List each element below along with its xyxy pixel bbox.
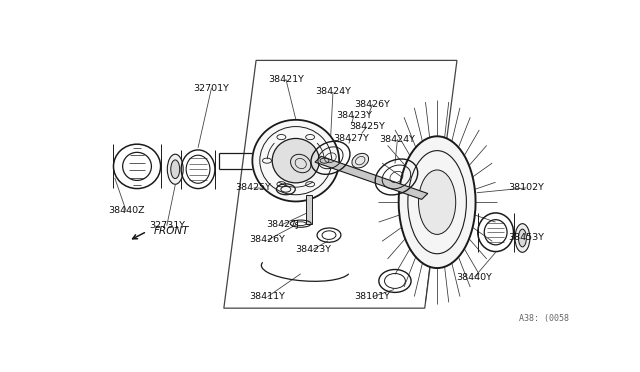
Text: 38423Y: 38423Y — [336, 111, 372, 120]
Ellipse shape — [167, 154, 183, 184]
Text: 38425Y: 38425Y — [349, 122, 385, 131]
Text: 38427J: 38427J — [266, 220, 299, 229]
Text: 38426Y: 38426Y — [250, 235, 285, 244]
Text: 38101Y: 38101Y — [355, 292, 390, 301]
Text: 38421Y: 38421Y — [268, 74, 304, 83]
Text: 38440Y: 38440Y — [456, 273, 492, 282]
Text: 38427Y: 38427Y — [333, 134, 369, 143]
Text: 38102Y: 38102Y — [508, 183, 545, 192]
Ellipse shape — [515, 224, 530, 252]
Text: 38424Y: 38424Y — [315, 87, 351, 96]
Polygon shape — [315, 156, 428, 199]
Text: 38426Y: 38426Y — [355, 100, 390, 109]
Ellipse shape — [399, 136, 476, 268]
Text: 38440Z: 38440Z — [108, 206, 145, 215]
Text: 32701Y: 32701Y — [193, 84, 229, 93]
Text: FRONT: FRONT — [154, 227, 189, 236]
Ellipse shape — [352, 153, 369, 168]
Ellipse shape — [252, 120, 339, 202]
Ellipse shape — [171, 160, 180, 179]
Text: 38411Y: 38411Y — [250, 292, 285, 301]
Ellipse shape — [408, 151, 467, 254]
Ellipse shape — [419, 170, 456, 234]
Text: 38424Y: 38424Y — [380, 135, 415, 144]
Bar — [306, 195, 312, 224]
Text: 32731Y: 32731Y — [149, 221, 185, 230]
Text: 38453Y: 38453Y — [508, 232, 545, 242]
Ellipse shape — [272, 138, 319, 183]
Text: 38425Y: 38425Y — [236, 183, 271, 192]
Text: A38: (0058: A38: (0058 — [518, 314, 568, 323]
Text: 38423Y: 38423Y — [295, 245, 331, 254]
Ellipse shape — [518, 229, 527, 247]
